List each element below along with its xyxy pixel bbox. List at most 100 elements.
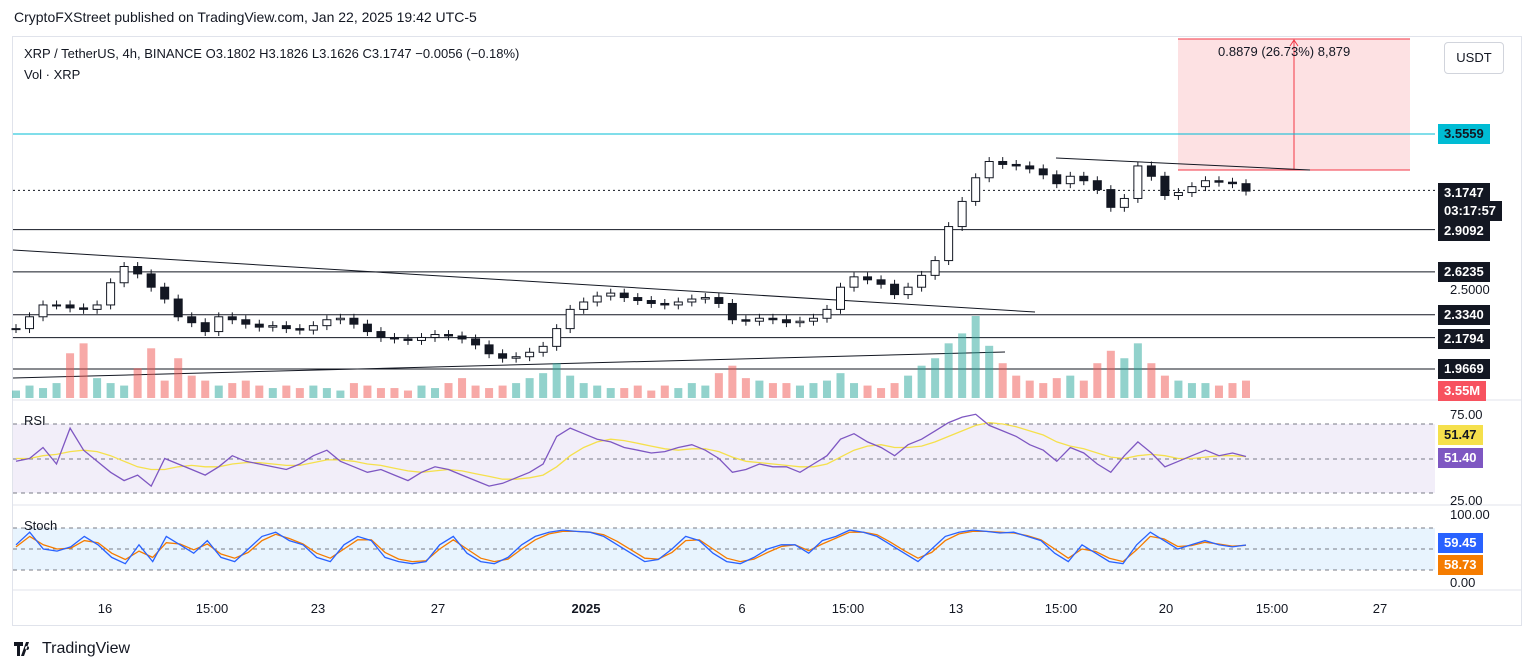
price-badge-6: 2.1794 — [1438, 329, 1490, 349]
stoch-pane-title[interactable]: Stoch — [24, 518, 58, 533]
volume-bar-24 — [336, 390, 345, 398]
candle-body-15 — [214, 316, 224, 333]
candle-body-83 — [1133, 165, 1143, 199]
candle-body-75 — [1025, 165, 1035, 170]
candle-body-58 — [795, 320, 805, 324]
candle-body-10 — [146, 273, 156, 288]
volume-bar-67 — [917, 365, 926, 398]
candle-body-36 — [498, 353, 508, 359]
volume-bar-31 — [431, 388, 440, 398]
volume-legend[interactable]: Vol · XRP — [24, 67, 81, 82]
time-label-8: 15:00 — [1044, 601, 1078, 616]
candle-body-20 — [281, 325, 291, 330]
axis-rsi-75: 75.00 — [1450, 407, 1483, 422]
volume-bar-43 — [593, 385, 602, 398]
candle-body-48 — [660, 302, 670, 306]
volume-bar-28 — [390, 388, 399, 398]
candle-body-31 — [430, 334, 440, 338]
stoch-d-badge: 58.73 — [1438, 555, 1483, 575]
volume-bar-70 — [958, 333, 967, 398]
tradingview-logo[interactable]: TradingView — [14, 640, 130, 658]
candle-body-39 — [538, 345, 548, 353]
volume-bar-64 — [877, 388, 886, 398]
candle-body-66 — [903, 286, 913, 296]
volume-bar-6 — [93, 378, 102, 398]
volume-bar-50 — [687, 383, 696, 398]
candle-body-19 — [268, 325, 278, 328]
volume-bar-52 — [714, 373, 723, 398]
volume-bar-4 — [66, 353, 75, 398]
volume-bar-15 — [214, 385, 223, 398]
candle-body-27 — [376, 331, 386, 338]
candle-body-40 — [552, 328, 562, 347]
volume-bar-22 — [309, 385, 318, 398]
candle-body-86 — [1173, 192, 1183, 197]
candle-body-67 — [917, 274, 927, 288]
currency-button[interactable]: USDT — [1444, 42, 1504, 74]
tradingview-logo-icon — [14, 642, 30, 656]
rsi-pane-title[interactable]: RSI — [24, 413, 46, 428]
volume-bar-57 — [782, 383, 791, 398]
candle-body-89 — [1214, 180, 1224, 183]
volume-bar-11 — [160, 380, 169, 398]
volume-bar-34 — [471, 385, 480, 398]
price-badge-1: 3.1747 — [1438, 183, 1490, 203]
volume-bar-76 — [1039, 383, 1048, 398]
volume-bar-14 — [201, 380, 210, 398]
volume-bar-72 — [985, 345, 994, 398]
candle-body-72 — [984, 160, 994, 179]
candle-body-55 — [754, 317, 764, 322]
stoch-k-line — [15, 529, 1247, 565]
volume-bar-27 — [376, 388, 385, 398]
candle-body-69 — [944, 226, 954, 262]
time-label-7: 13 — [948, 601, 964, 616]
candle-body-85 — [1160, 175, 1170, 197]
volume-bar-59 — [809, 383, 818, 398]
volume-bar-0 — [12, 390, 20, 398]
candle-body-34 — [471, 338, 481, 346]
volume-bar-17 — [241, 380, 250, 398]
candle-body-81 — [1106, 189, 1116, 208]
volume-bar-58 — [795, 385, 804, 398]
volume-bar-54 — [741, 378, 750, 398]
measure-arrowhead — [1289, 39, 1299, 47]
candle-body-80 — [1092, 180, 1102, 191]
price-badge-7: 1.9669 — [1438, 359, 1490, 379]
volume-bar-79 — [1079, 380, 1088, 398]
candle-body-52 — [714, 297, 724, 304]
time-label-9: 20 — [1158, 601, 1174, 616]
candle-body-74 — [1011, 163, 1021, 167]
candle-body-25 — [349, 317, 359, 325]
volume-bar-87 — [1187, 383, 1196, 398]
axis-price-2500: 2.5000 — [1450, 282, 1490, 297]
ohlc-close: C3.1747 — [362, 46, 412, 61]
volume-bar-26 — [363, 385, 372, 398]
time-label-2: 23 — [310, 601, 326, 616]
price-badge-4: 2.6235 — [1438, 262, 1490, 282]
volume-bar-40 — [552, 363, 561, 398]
symbol-name[interactable]: XRP / TetherUS, 4h, BINANCE — [24, 46, 202, 61]
candle-body-51 — [700, 297, 710, 300]
price-change: −0.0056 (−0.18%) — [415, 46, 520, 61]
candle-body-29 — [403, 338, 413, 341]
volume-bar-75 — [1025, 380, 1034, 398]
volume-bar-62 — [850, 383, 859, 398]
candle-body-41 — [565, 308, 575, 330]
volume-bar-18 — [255, 385, 264, 398]
published-caption: CryptoFXStreet published on TradingView.… — [14, 9, 477, 25]
axis-stoch-100: 100.00 — [1450, 507, 1490, 522]
volume-bar-84 — [1147, 363, 1156, 398]
candle-body-87 — [1187, 186, 1197, 194]
candle-body-33 — [457, 335, 467, 340]
volume-bar-13 — [187, 375, 196, 398]
rsi-ma-badge: 51.40 — [1438, 448, 1483, 468]
rsi-line — [15, 413, 1247, 488]
rsi-ma-line — [16, 421, 1247, 480]
candle-body-70 — [957, 200, 967, 228]
candle-body-38 — [525, 351, 535, 358]
volume-bar-65 — [890, 383, 899, 398]
candle-body-13 — [187, 316, 197, 324]
volume-bar-86 — [1174, 380, 1183, 398]
volume-bar-80 — [1093, 363, 1102, 398]
